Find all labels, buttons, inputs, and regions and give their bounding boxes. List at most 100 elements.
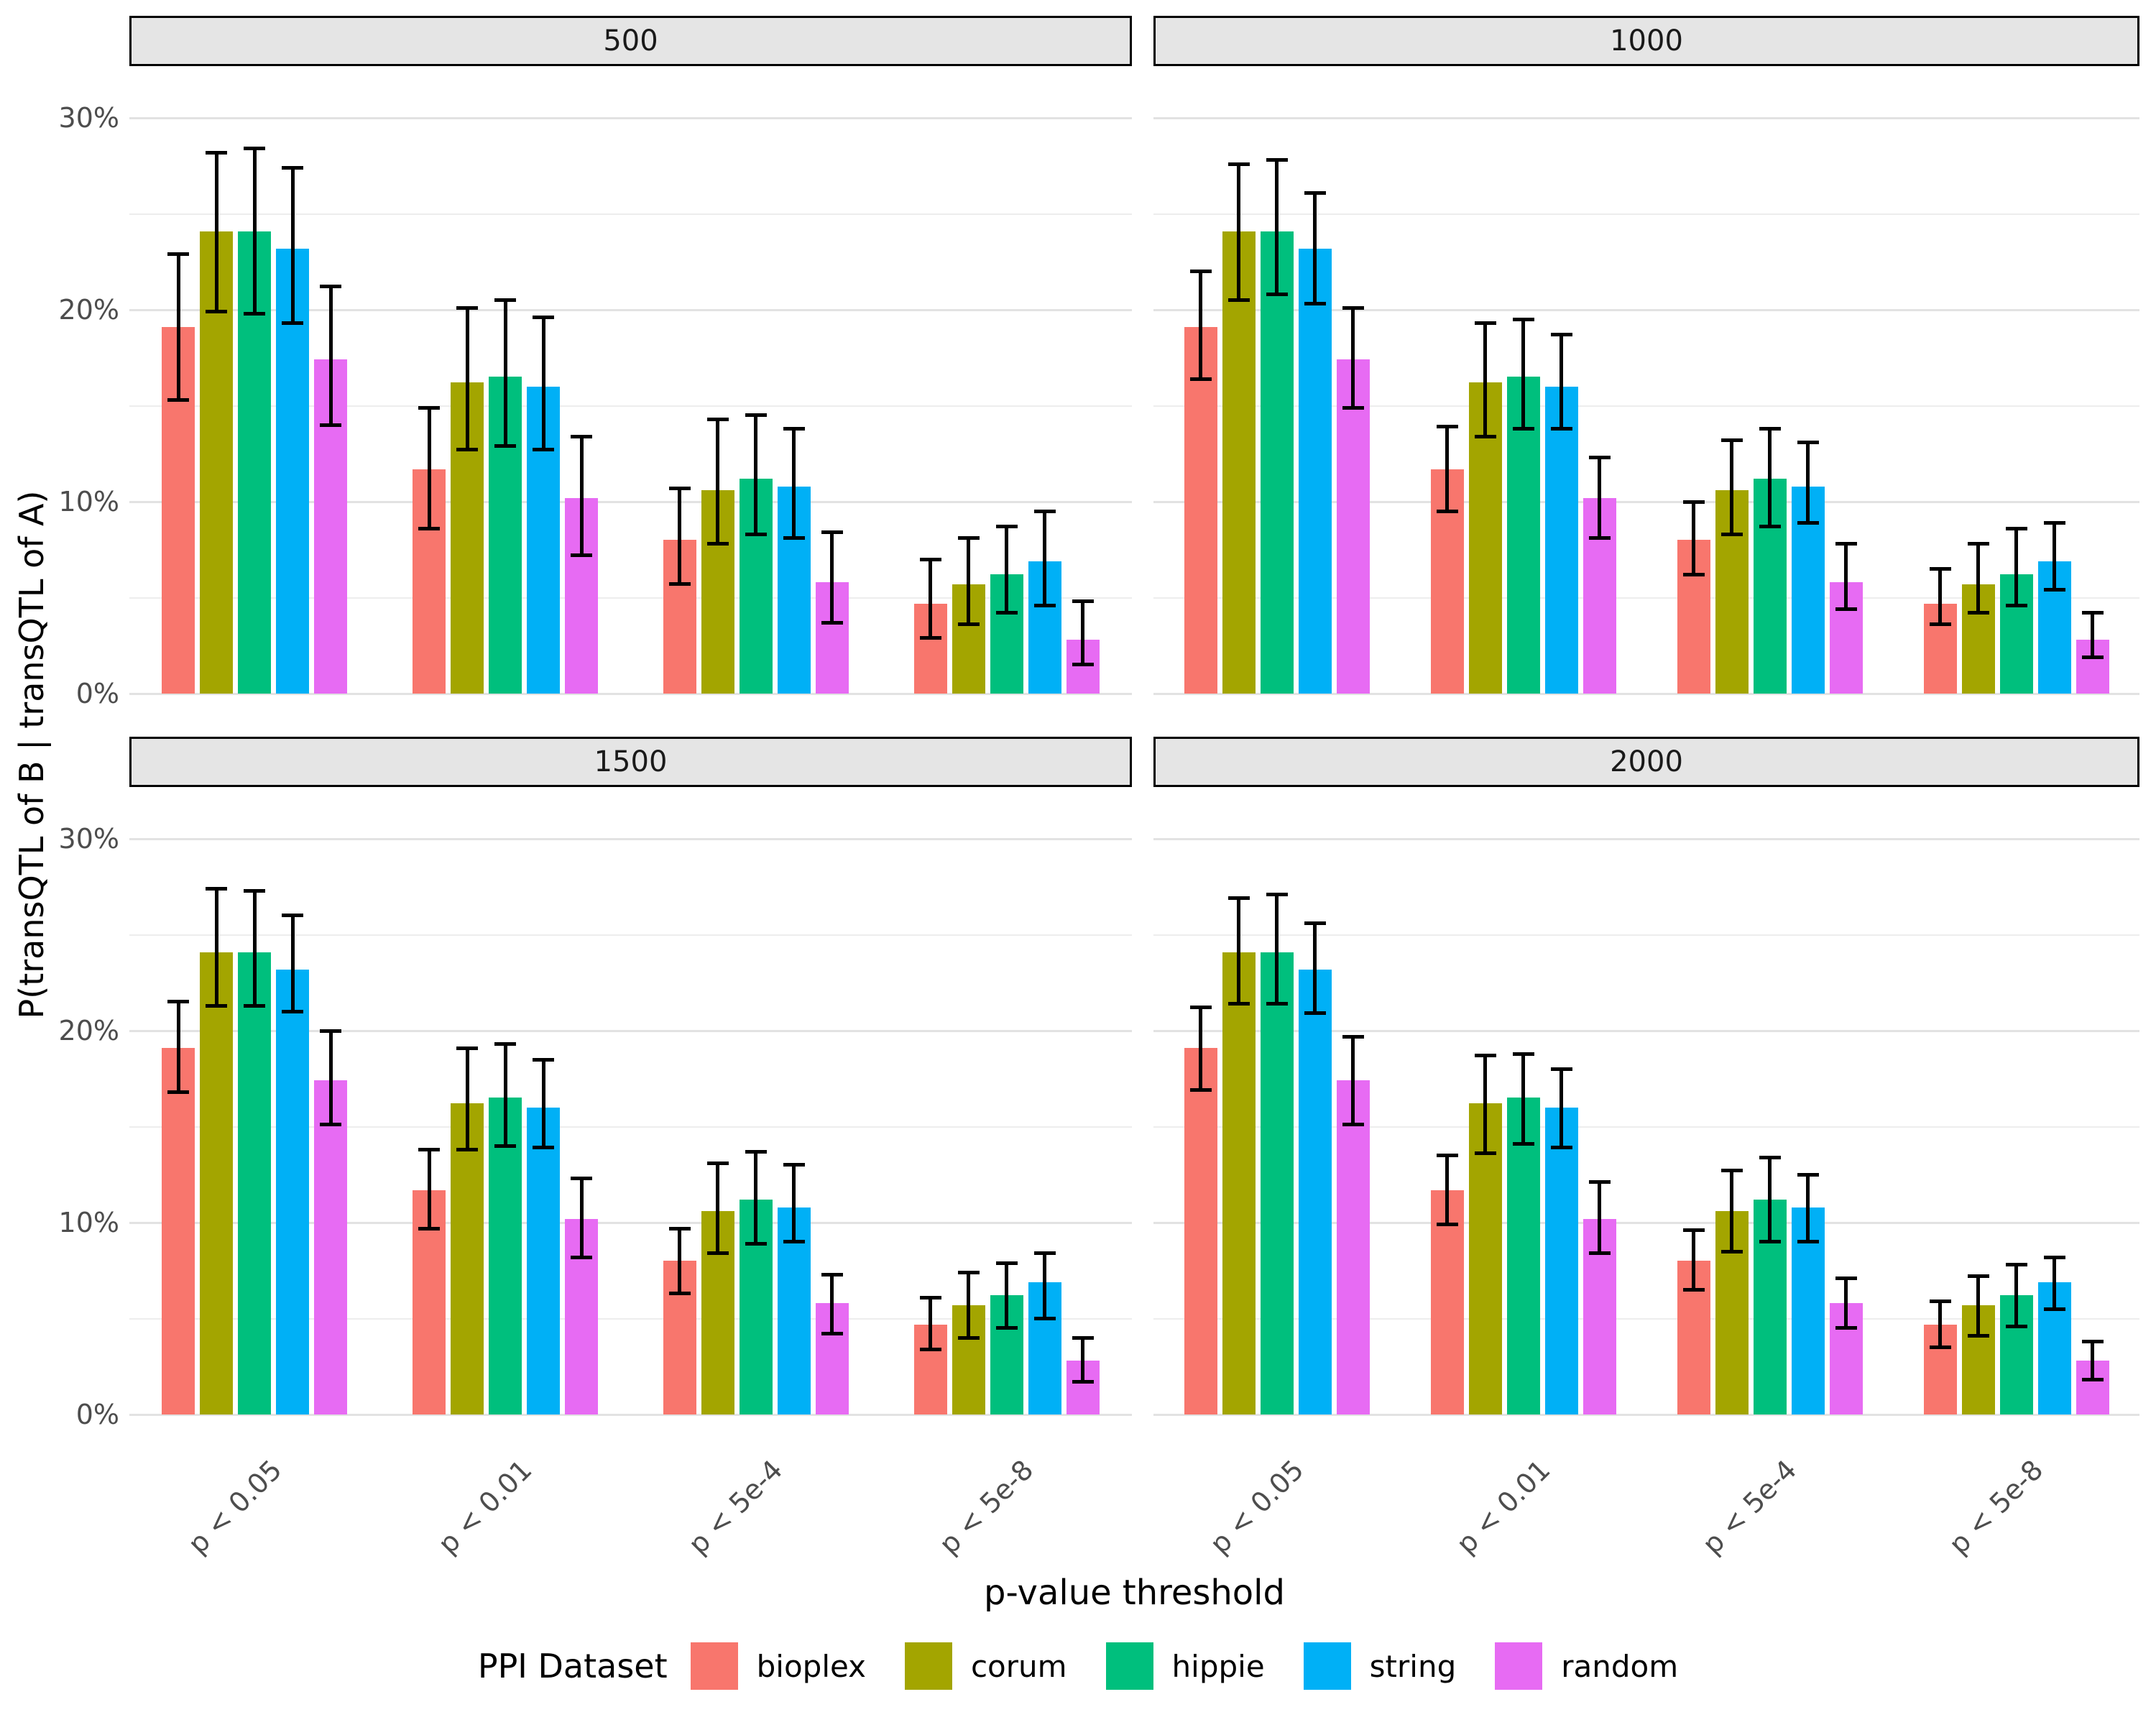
error-bar-cap xyxy=(320,423,342,427)
y-tick-label: 0% xyxy=(75,1399,119,1430)
error-bar-stem xyxy=(1351,1036,1355,1125)
error-bar-cap xyxy=(244,1003,266,1008)
error-bar-stem xyxy=(427,408,431,529)
error-bar-stem xyxy=(541,1059,545,1148)
error-bar-cap xyxy=(706,1161,729,1165)
error-bar-stem xyxy=(1005,526,1009,613)
bar-string xyxy=(527,1107,561,1414)
error-bar-cap xyxy=(1929,1346,1951,1350)
error-bar-cap xyxy=(1072,663,1094,667)
bar-string xyxy=(1298,248,1332,694)
error-bar-stem xyxy=(1938,1301,1942,1348)
error-bar-cap xyxy=(494,1042,517,1046)
legend-item-string: string xyxy=(1303,1642,1456,1690)
error-bar-stem xyxy=(1844,543,1848,610)
error-bar-cap xyxy=(244,147,266,151)
error-bar-cap xyxy=(456,448,479,452)
error-bar-cap xyxy=(821,1272,843,1276)
error-bar-cap xyxy=(533,1146,555,1150)
error-bar-cap xyxy=(1512,1142,1534,1146)
gridline-major xyxy=(1153,116,2139,119)
error-bar-stem xyxy=(929,1297,933,1350)
legend-item-random: random xyxy=(1495,1642,1678,1690)
gridline-major xyxy=(129,1029,1132,1032)
legend-item-corum: corum xyxy=(904,1642,1067,1690)
legend-item-label: hippie xyxy=(1171,1648,1265,1684)
error-bar-cap xyxy=(1720,1249,1743,1254)
error-bar-cap xyxy=(1189,270,1212,274)
error-bar-cap xyxy=(995,1261,1018,1265)
error-bar-cap xyxy=(167,397,190,402)
error-bar-cap xyxy=(995,525,1018,529)
error-bar-cap xyxy=(919,636,941,640)
gridline-major xyxy=(1153,500,2139,503)
gridline-minor xyxy=(129,934,1132,936)
gridline-minor xyxy=(1153,1126,2139,1128)
facet-panel xyxy=(129,788,1132,1442)
error-bar-stem xyxy=(1976,543,1980,613)
error-bar-stem xyxy=(1483,1055,1487,1154)
error-bar-cap xyxy=(668,486,691,490)
error-bar-cap xyxy=(957,536,980,540)
gridline-major xyxy=(129,116,1132,119)
error-bar-stem xyxy=(1560,334,1563,429)
error-bar-cap xyxy=(1436,425,1458,429)
bar-hippie xyxy=(238,952,272,1414)
error-bar-cap xyxy=(1720,1169,1743,1173)
error-bar-cap xyxy=(1720,532,1743,536)
error-bar-stem xyxy=(1275,160,1279,295)
gridline-major xyxy=(1153,1413,2139,1416)
error-bar-stem xyxy=(1768,428,1772,527)
error-bar-cap xyxy=(1588,1251,1611,1256)
gridline-major xyxy=(1153,308,2139,311)
error-bar-stem xyxy=(678,488,682,584)
gridline-minor xyxy=(1153,1317,2139,1320)
error-bar-cap xyxy=(282,914,304,918)
error-bar-cap xyxy=(1227,162,1250,166)
gridline-major xyxy=(129,837,1132,840)
error-bar-cap xyxy=(1759,1240,1781,1244)
error-bar-cap xyxy=(1682,1287,1705,1292)
error-bar-cap xyxy=(1436,1223,1458,1227)
error-bar-stem xyxy=(1521,319,1525,429)
error-bar-cap xyxy=(919,1295,941,1300)
error-bar-cap xyxy=(1759,427,1781,431)
error-bar-stem xyxy=(929,559,933,638)
legend-item-label: corum xyxy=(970,1648,1067,1684)
error-bar-cap xyxy=(1304,302,1326,306)
error-bar-cap xyxy=(206,310,228,314)
error-bar-cap xyxy=(745,1149,767,1154)
error-bar-stem xyxy=(1598,1182,1601,1254)
x-tick-label: p < 0.01 xyxy=(432,1453,538,1560)
error-bar-cap xyxy=(167,1000,190,1004)
gridline-minor xyxy=(129,1317,1132,1320)
error-bar-stem xyxy=(252,891,257,1006)
error-bar-cap xyxy=(1189,1006,1212,1010)
error-bar-cap xyxy=(1682,1228,1705,1233)
error-bar-cap xyxy=(1266,892,1288,896)
error-bar-cap xyxy=(957,1335,980,1340)
error-bar-cap xyxy=(1759,525,1781,529)
legend-key-hippie xyxy=(1105,1642,1153,1690)
facet-panel xyxy=(129,67,1132,721)
x-tick-label: p < 5e-8 xyxy=(1943,1453,2050,1560)
error-bar-stem xyxy=(290,915,295,1012)
error-bar-stem xyxy=(2014,528,2018,606)
error-bar-cap xyxy=(821,1332,843,1336)
x-tick-label: p < 0.01 xyxy=(1450,1453,1557,1560)
bar-string xyxy=(1298,969,1332,1414)
error-bar-cap xyxy=(1929,622,1951,627)
bar-bioplex xyxy=(1184,327,1217,694)
error-bar-cap xyxy=(1550,427,1572,431)
error-bar-stem xyxy=(1692,1230,1695,1290)
error-bar-stem xyxy=(1043,511,1047,606)
error-bar-cap xyxy=(320,1029,342,1033)
error-bar-cap xyxy=(1967,611,1989,615)
error-bar-cap xyxy=(706,417,729,421)
error-bar-stem xyxy=(503,1044,507,1146)
error-bar-cap xyxy=(206,886,228,891)
bar-random xyxy=(1336,359,1370,694)
error-bar-cap xyxy=(1033,1317,1056,1320)
facet-strip-label: 1500 xyxy=(594,745,668,778)
